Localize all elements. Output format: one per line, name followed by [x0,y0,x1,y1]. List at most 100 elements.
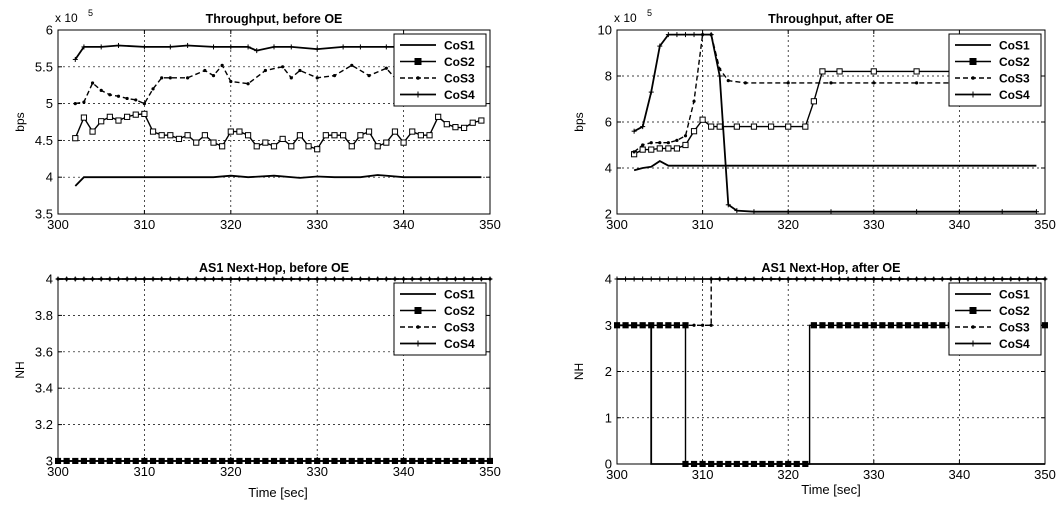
x-tick-label: 320 [220,217,242,232]
point-cos2 [733,123,740,130]
x-tick-label: 330 [863,217,885,232]
y-tick-label: 3.4 [35,381,53,396]
y-tick-label: 2 [605,364,612,379]
y-tick-label: 4 [46,170,53,185]
x-axis-label: Time [sec] [248,485,307,500]
point-cos2 [227,128,234,135]
point-cos2 [836,322,843,329]
point-cos2 [469,119,476,126]
point-cos2 [896,322,903,329]
point-cos2 [115,117,122,124]
point-cos3 [315,76,319,80]
legend: CoS1 CoS2 CoS3 CoS4 [393,33,487,107]
point-cos3 [683,323,688,327]
series-line-cos1 [633,160,1037,172]
legend-label-cos2: CoS2 [999,55,1030,69]
point-cos2 [767,123,775,130]
point-cos3 [683,134,688,138]
point-cos3 [142,102,146,106]
point-cos2 [478,117,485,124]
point-cos2 [288,143,295,150]
point-cos3 [675,323,679,327]
x-tick-label: 340 [393,464,415,479]
y-tick-label: 6 [46,23,53,38]
chart-title: Throughput, before OE [206,12,343,26]
point-cos2 [409,128,416,135]
y-tick-label: 3 [46,454,53,469]
point-cos2 [460,124,468,131]
point-cos2 [417,132,424,139]
point-cos2 [716,123,723,130]
y-tick-label: 4 [605,161,612,176]
x-tick-label: 300 [47,217,69,232]
point-cos2 [262,139,269,146]
y-tick-label: 4 [46,272,53,287]
legend-label-cos3: CoS3 [999,321,1030,335]
point-cos3 [151,87,155,91]
point-cos3 [701,323,705,327]
legend-label-cos1: CoS1 [444,39,475,53]
point-cos3 [726,79,730,83]
point-cos2 [785,123,792,130]
y-tick-label: 3.8 [35,308,53,323]
point-cos2 [391,128,399,135]
point-cos2 [106,113,113,120]
point-cos2 [750,123,758,130]
point-cos2 [836,68,843,75]
point-cos2 [879,322,886,329]
point-cos2 [314,146,321,153]
point-cos2 [219,143,226,150]
x-tick-label: 340 [949,467,971,482]
point-cos2 [699,116,706,123]
legend-marker [969,307,977,314]
point-cos3 [641,323,645,327]
point-cos2 [331,132,338,139]
y-tick-label: 5 [46,96,53,111]
legend-label-cos4: CoS4 [444,88,475,102]
chart-next-hop-after-oe: 300 310 320 330 340 350 0 1 2 3 4 AS1 Next-Hop, aft… [572,261,1056,497]
point-cos2 [443,121,450,128]
point-cos2 [810,322,817,329]
point-cos2 [80,114,88,121]
point-cos3 [229,79,233,84]
y-tick-label: 3.2 [35,417,53,432]
chart-title: AS1 Next-Hop, before OE [199,261,349,275]
point-cos2 [279,135,286,143]
point-cos3 [872,81,876,85]
point-cos3 [367,74,371,78]
axes-box [57,278,491,462]
point-cos3 [160,76,164,80]
point-cos2 [348,143,355,150]
point-cos3 [709,323,713,327]
point-cos3 [649,141,653,145]
point-cos2 [802,123,809,130]
point-cos3 [658,141,662,145]
axes-box [57,29,491,215]
point-cos3 [186,76,190,80]
point-cos2 [141,110,148,118]
point-cos3 [90,81,95,85]
point-cos3 [632,323,636,327]
point-cos2 [904,322,912,329]
x-tick-label: 310 [134,217,156,232]
legend-label-cos2: CoS2 [444,304,475,318]
point-cos3 [332,74,337,78]
point-cos3 [211,74,216,78]
y-axis-label: bps [572,112,586,131]
y-tick-label: 0 [605,457,612,472]
legend-marker [416,76,420,80]
point-cos2 [357,132,364,139]
legend-label-cos3: CoS3 [999,72,1030,86]
y-tick-label: 3.6 [35,344,53,359]
point-cos2 [922,322,929,329]
point-cos2 [452,124,459,131]
x-tick-label: 300 [606,467,628,482]
point-cos2 [98,118,105,125]
y-axis-label: bps [13,112,27,131]
point-cos3 [203,68,207,73]
point-cos2 [913,68,920,75]
y-tick-label: 5.5 [35,59,53,74]
point-cos2 [149,128,157,135]
x-tick-label: 350 [479,464,501,479]
point-cos3 [786,81,790,85]
